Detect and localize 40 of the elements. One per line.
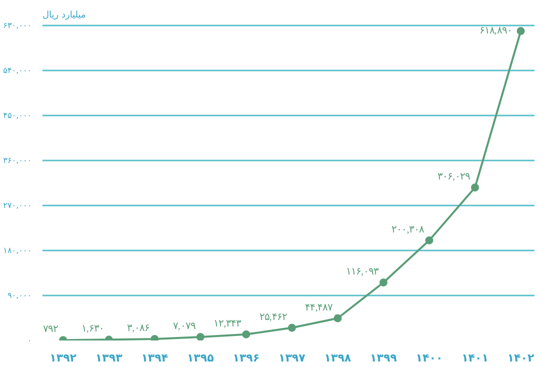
y-tick-label: ۳۶۰,۰۰۰ (3, 156, 32, 165)
x-tick-label: ۱۳۹۲ (50, 352, 77, 364)
data-label: ۳,۰۸۶ (127, 322, 150, 334)
y-tick-label: ۰ (27, 336, 32, 345)
data-label: ۱۲,۳۴۳ (214, 318, 242, 330)
y-tick-label: ۱۸۰,۰۰۰ (3, 246, 32, 255)
point (425, 236, 434, 244)
point (516, 27, 525, 36)
data-label: ۱,۶۳۰ (81, 324, 104, 335)
x-tick-label: ۱۳۹۴ (141, 352, 168, 364)
data-label: ۴۴,۴۸۷ (305, 302, 334, 314)
data-label: ۲۵,۴۶۲ (259, 312, 287, 323)
y-tick-label: ۶۳۰,۰۰۰ (3, 21, 32, 30)
x-tick-label: ۱۳۹۷ (278, 352, 306, 364)
point (242, 330, 250, 338)
data-label: ۲۰۰,۳۰۸ (392, 224, 426, 236)
x-tick-label: ۱۳۹۹ (370, 352, 398, 364)
data-label: ۳۰۶,۰۲۹ (438, 171, 470, 182)
point (334, 314, 342, 322)
point (471, 183, 479, 192)
x-tick-label: ۱۴۰۰ (416, 352, 443, 364)
x-tick-label: ۱۳۹۸ (324, 352, 352, 364)
x-tick-label: ۱۴۰۱ (462, 352, 488, 364)
data-label: ۷۹۲ (43, 324, 58, 336)
data-label: ۱۱۶,۰۹۳ (346, 266, 380, 278)
point (379, 278, 388, 286)
x-tick-label: ۱۳۹۵ (186, 352, 214, 364)
data-label: ۷,۰۷۹ (172, 320, 196, 332)
x-tick-label: ۱۳۹۶ (232, 352, 260, 364)
point (150, 334, 159, 340)
y-tick-label: ۹۰,۰۰۰ (7, 291, 32, 300)
y-tick-label: ۵۴۰,۰۰۰ (3, 66, 32, 75)
y-tick-label: ۲۷۰,۰۰۰ (3, 201, 32, 210)
x-tick-label: ۱۳۹۳ (95, 352, 123, 364)
data-label: ۶۱۸,۸۹۰ (479, 26, 512, 37)
x-tick-label: ۱۴۰۲ (507, 352, 534, 364)
y-tick-label: ۴۵۰,۰۰۰ (3, 111, 32, 120)
y-axis-title: میلیارد ریال (42, 10, 86, 20)
point (288, 324, 296, 332)
point (196, 332, 204, 340)
